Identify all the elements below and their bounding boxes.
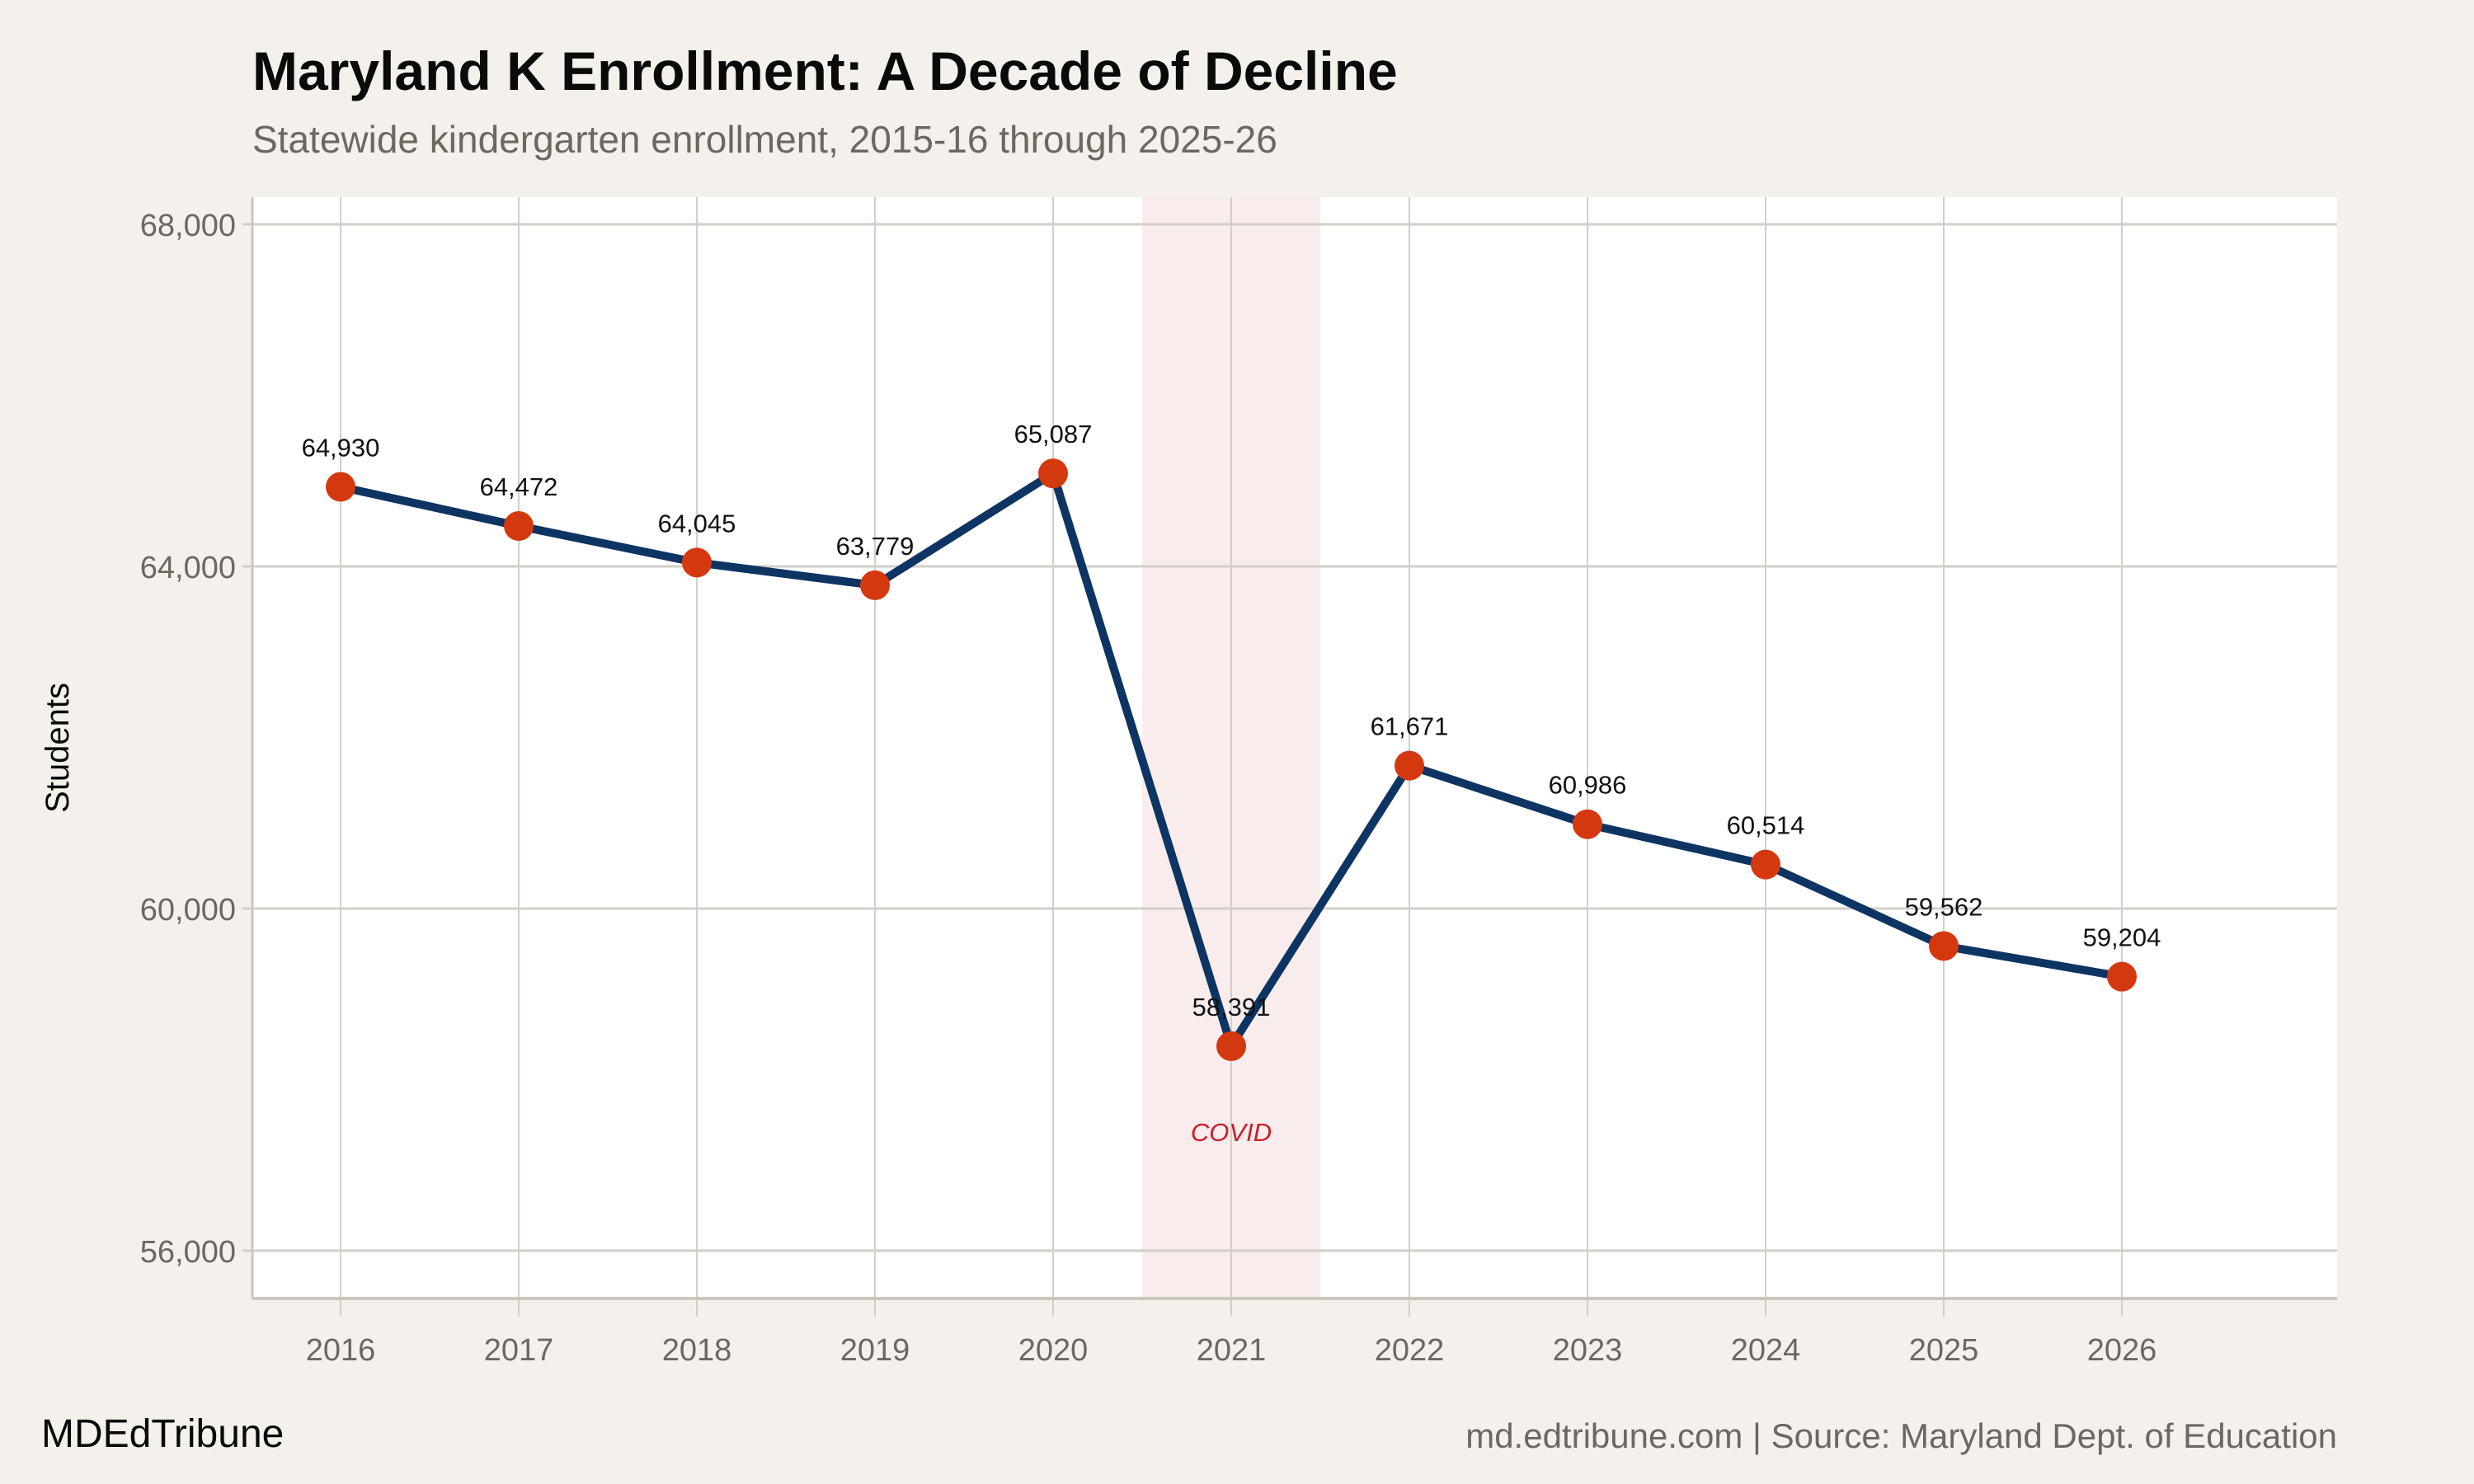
data-point (1216, 1031, 1246, 1061)
x-tick-label: 2025 (1909, 1333, 1979, 1368)
x-tick-label: 2020 (1018, 1333, 1089, 1368)
data-point (860, 570, 890, 600)
data-label: 64,472 (480, 472, 558, 501)
y-tick-label: 64,000 (140, 551, 236, 585)
x-tick-label: 2016 (306, 1333, 376, 1368)
data-label: 63,779 (836, 532, 915, 561)
source-note: md.edtribune.com | Source: Maryland Dept… (1465, 1416, 2337, 1455)
data-point (1573, 809, 1602, 839)
data-label: 60,514 (1727, 811, 1805, 840)
data-label: 59,204 (2083, 923, 2161, 952)
chart-title: Maryland K Enrollment: A Decade of Decli… (252, 40, 1398, 101)
x-tick-label: 2026 (2087, 1333, 2157, 1368)
data-label: 65,087 (1014, 420, 1093, 448)
brand-logo-text: MDEdTribune (41, 1412, 285, 1456)
data-point (1038, 458, 1068, 489)
y-tick-label: 60,000 (140, 893, 236, 928)
data-point (682, 547, 712, 578)
x-tick-label: 2022 (1375, 1333, 1445, 1368)
data-point (1395, 750, 1424, 781)
x-tick-label: 2021 (1197, 1333, 1267, 1368)
data-point (326, 472, 355, 502)
x-tick-label: 2019 (840, 1333, 910, 1368)
covid-annotation-label: COVID (1191, 1118, 1272, 1147)
y-axis-title: Students (40, 683, 76, 813)
y-tick-label: 56,000 (140, 1235, 236, 1270)
data-point (1929, 931, 1959, 961)
x-tick-label: 2024 (1731, 1333, 1801, 1368)
data-label: 64,045 (658, 509, 736, 538)
data-point (1751, 849, 1780, 880)
data-label: 58,391 (1192, 993, 1271, 1021)
data-label: 59,562 (1905, 892, 1983, 921)
data-label: 61,671 (1371, 712, 1449, 741)
x-tick-label: 2017 (484, 1333, 554, 1368)
data-point (504, 511, 534, 542)
x-tick-label: 2018 (662, 1333, 732, 1368)
data-label: 64,930 (302, 434, 380, 463)
chart-subtitle: Statewide kindergarten enrollment, 2015-… (252, 118, 1277, 161)
data-point (2107, 961, 2137, 992)
y-tick-label: 68,000 (140, 209, 236, 243)
x-tick-label: 2023 (1553, 1333, 1623, 1368)
data-label: 60,986 (1549, 771, 1627, 800)
